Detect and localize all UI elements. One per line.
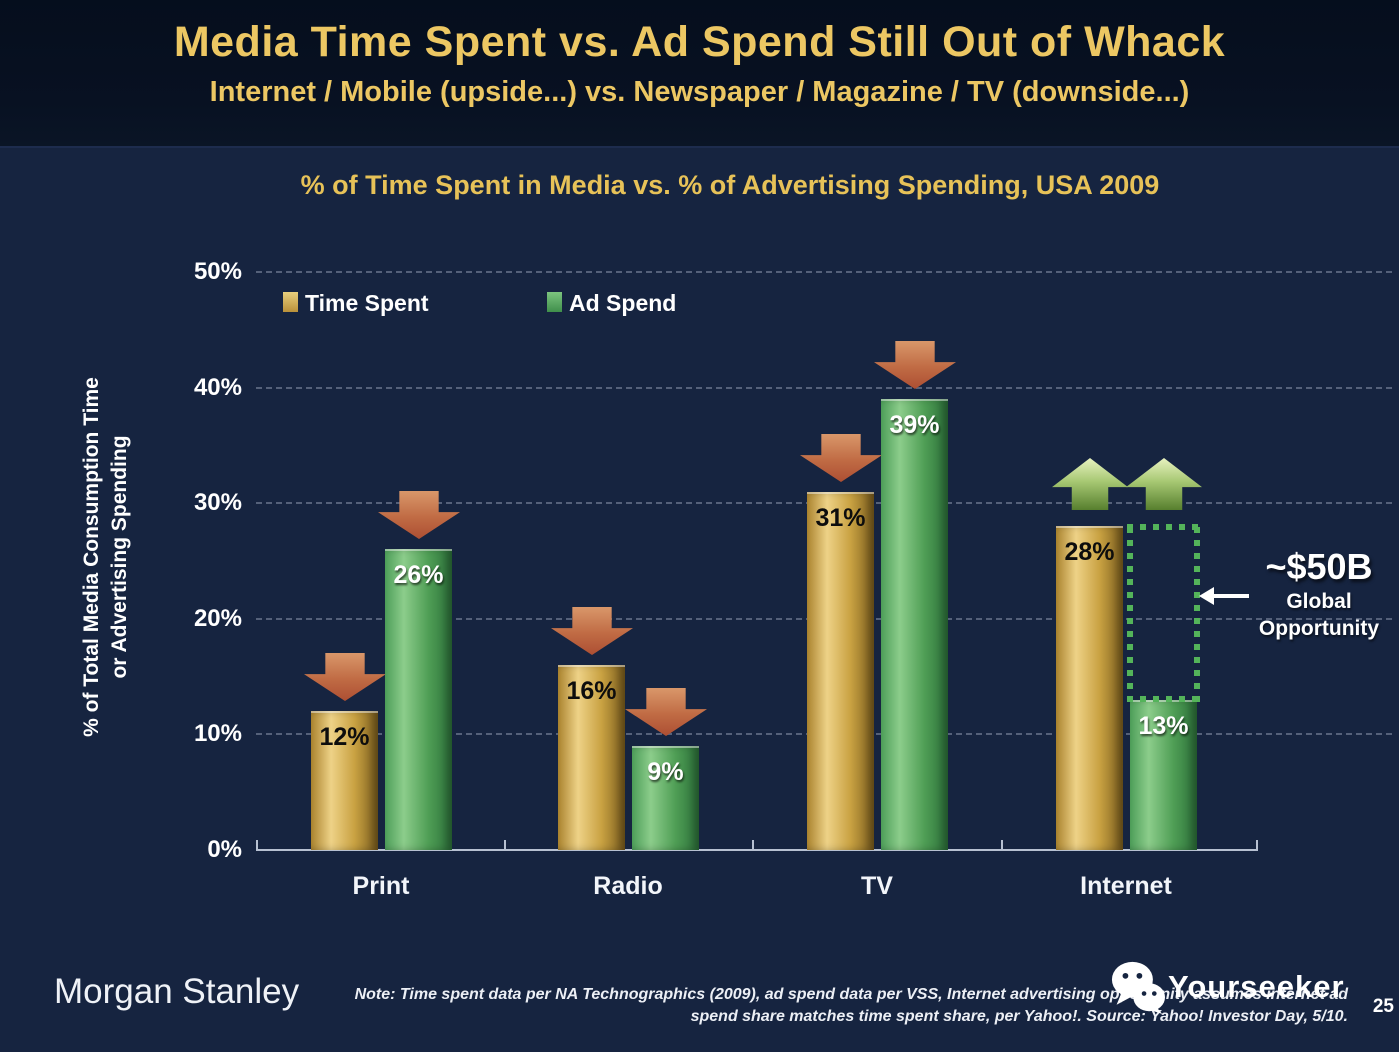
down-arrow-icon bbox=[625, 688, 707, 736]
source-note: Note: Time spent data per NA Technograph… bbox=[320, 984, 1348, 1028]
bar-tv-green bbox=[881, 399, 948, 850]
bar-value-label: 28% bbox=[1064, 538, 1115, 566]
x-category-label: Radio bbox=[593, 872, 663, 900]
bar-internet-green bbox=[1130, 700, 1197, 850]
legend-label: Ad Spend bbox=[569, 290, 677, 316]
bar-value-label: 16% bbox=[566, 677, 617, 705]
x-category-label: Print bbox=[352, 872, 410, 900]
bar-print-gold bbox=[311, 711, 378, 850]
down-arrow-icon bbox=[874, 341, 956, 389]
slide-subtitle: Internet / Mobile (upside...) vs. Newspa… bbox=[209, 76, 1190, 108]
x-axis-tick bbox=[1001, 840, 1003, 849]
opportunity-value: ~$50B bbox=[1265, 546, 1373, 587]
bar-internet-gold bbox=[1056, 526, 1123, 850]
opportunity-label-line1: Global bbox=[1286, 590, 1352, 613]
bar-value-label: 13% bbox=[1138, 712, 1189, 740]
legend-swatch-gold bbox=[283, 292, 298, 312]
x-axis-line bbox=[256, 849, 1258, 851]
morgan-stanley-logo: Morgan Stanley bbox=[54, 972, 300, 1011]
y-tick-label: 0% bbox=[207, 836, 242, 863]
x-category-label: TV bbox=[861, 872, 893, 900]
bar-value-label: 39% bbox=[889, 411, 940, 439]
y-axis-title: % of Total Media Consumption Time or Adv… bbox=[78, 257, 142, 857]
y-tick-label: 20% bbox=[193, 605, 242, 632]
slide-title: Media Time Spent vs. Ad Spend Still Out … bbox=[173, 18, 1226, 66]
watermark-text: Yourseeker bbox=[1168, 969, 1345, 1004]
down-arrow-icon bbox=[304, 653, 386, 701]
left-arrow-head-icon bbox=[1199, 587, 1214, 605]
wechat-icon bbox=[1111, 961, 1165, 1014]
watermark: Yourseeker bbox=[1110, 960, 1345, 1014]
bar-value-label: 9% bbox=[647, 758, 684, 786]
y-tick-label: 10% bbox=[193, 720, 242, 747]
bar-print-green bbox=[385, 549, 452, 850]
down-arrow-icon bbox=[800, 434, 882, 482]
bar-radio-gold bbox=[558, 665, 625, 850]
header: Media Time Spent vs. Ad Spend Still Out … bbox=[0, 0, 1399, 148]
bar-radio-green bbox=[632, 746, 699, 850]
gridline-50% bbox=[256, 271, 1392, 273]
legend-swatch-green bbox=[547, 292, 562, 312]
gridline-40% bbox=[256, 387, 1392, 389]
opportunity-dotted-box bbox=[1127, 524, 1200, 702]
bar-value-label: 26% bbox=[393, 561, 444, 589]
page-number: 25 bbox=[1372, 996, 1394, 1017]
bar-value-label: 31% bbox=[815, 504, 866, 532]
chart-title: % of Time Spent in Media vs. % of Advert… bbox=[300, 170, 1160, 200]
y-axis-title-line1: % of Total Media Consumption Time bbox=[80, 377, 103, 737]
left-arrow-icon bbox=[1213, 594, 1249, 598]
source-note-line2: spend share matches time spent share, pe… bbox=[690, 1008, 1348, 1025]
x-axis-tick bbox=[256, 840, 258, 849]
opportunity-annotation: ~$50B Global Opportunity bbox=[1240, 546, 1398, 642]
down-arrow-icon bbox=[551, 607, 633, 655]
x-axis-tick bbox=[1256, 840, 1258, 849]
source-note-line1: Note: Time spent data per NA Technograph… bbox=[354, 986, 1348, 1003]
y-axis-title-line2: or Advertising Spending bbox=[108, 435, 132, 679]
y-tick-label: 50% bbox=[193, 258, 242, 285]
bar-tv-gold bbox=[807, 492, 874, 850]
down-arrow-icon bbox=[378, 491, 460, 539]
x-axis-tick bbox=[504, 840, 506, 849]
x-category-label: Internet bbox=[1080, 872, 1172, 900]
bar-value-label: 12% bbox=[319, 723, 370, 751]
y-tick-label: 40% bbox=[193, 374, 242, 401]
y-tick-label: 30% bbox=[193, 489, 242, 516]
legend-label: Time Spent bbox=[305, 290, 429, 316]
x-axis-tick bbox=[752, 840, 754, 849]
opportunity-label-line2: Opportunity bbox=[1258, 617, 1380, 640]
